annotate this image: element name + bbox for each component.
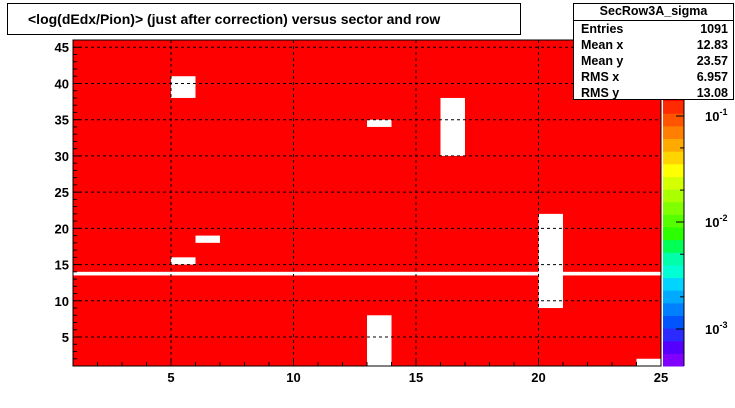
stats-row-mean-y: Mean y 23.57 [574, 53, 733, 69]
x-tick-label: 20 [531, 370, 545, 385]
stats-row-rms-y: RMS y 13.08 [574, 85, 733, 101]
stats-value: 23.57 [696, 54, 728, 68]
x-tick-label: 25 [654, 370, 668, 385]
grid-lines [73, 40, 661, 366]
palette-swatch [663, 340, 684, 354]
empty-cell [195, 235, 220, 243]
palette-swatch [663, 113, 684, 127]
palette-label: 10-2 [705, 213, 727, 230]
stats-row-entries: Entries 1091 [574, 21, 733, 37]
palette-label: 10-3 [705, 320, 727, 337]
stats-label: RMS y [581, 86, 620, 100]
palette-swatch [663, 201, 684, 215]
empty-cell [171, 76, 196, 98]
palette-swatch [663, 125, 684, 140]
axes: 5 10 15 20 25 30 35 40 45 5 10 15 20 25 [55, 39, 668, 385]
stats-label: RMS x [581, 70, 620, 84]
empty-cell [367, 315, 392, 366]
y-tick-label: 5 [62, 330, 69, 345]
y-tick-label: 30 [55, 149, 69, 164]
y-tick-label: 15 [55, 258, 69, 273]
stats-label: Mean y [581, 54, 624, 68]
empty-cell [636, 358, 661, 366]
palette-swatch [663, 353, 684, 367]
palette-swatch [663, 176, 684, 190]
empty-cell [73, 271, 661, 276]
palette-swatch [663, 264, 684, 279]
stats-row-mean-x: Mean x 12.83 [574, 37, 733, 53]
stats-name: SecRow3A_sigma [574, 4, 733, 21]
stats-value: 6.957 [696, 70, 728, 84]
empty-cells [73, 76, 661, 366]
chart-title-box: <log(dEdx/Pion)> (just after correction)… [7, 3, 521, 35]
palette-swatch [663, 302, 684, 316]
stats-value: 13.08 [696, 86, 728, 100]
stats-value: 12.83 [696, 38, 728, 52]
palette-swatch [663, 328, 684, 342]
stats-label: Entries [581, 22, 624, 36]
empty-cell [171, 257, 196, 265]
color-palette: 10-1 10-2 10-3 [663, 88, 727, 367]
y-tick-label: 40 [55, 76, 69, 91]
palette-swatch [663, 239, 684, 253]
stats-row-rms-x: RMS x 6.957 [574, 69, 733, 85]
palette-swatch [663, 214, 684, 228]
stats-value: 1091 [700, 22, 728, 36]
x-tick-label: 10 [286, 370, 300, 385]
y-tick-label: 10 [55, 294, 69, 309]
empty-cell [440, 97, 465, 156]
palette-swatch [663, 138, 684, 152]
palette-swatch [663, 163, 684, 177]
palette-swatch [663, 290, 684, 304]
y-tick-label: 35 [55, 113, 69, 128]
x-tick-label: 15 [409, 370, 423, 385]
palette-swatch [663, 252, 684, 266]
palette-swatch [663, 189, 684, 203]
palette-swatch [663, 277, 684, 291]
palette-swatch [663, 315, 684, 329]
palette-swatch [663, 151, 684, 165]
empty-cell [367, 119, 392, 127]
stats-label: Mean x [581, 38, 624, 52]
y-tick-label: 25 [55, 185, 69, 200]
palette-swatch [663, 100, 684, 114]
chart-title: <log(dEdx/Pion)> (just after correction)… [28, 11, 441, 27]
stats-box: SecRow3A_sigma Entries 1091 Mean x 12.83… [573, 3, 734, 100]
x-tick-label: 5 [167, 370, 174, 385]
y-tick-label: 20 [55, 221, 69, 236]
empty-cell [538, 213, 563, 309]
palette-label: 10-1 [705, 107, 727, 124]
palette-swatch [663, 227, 684, 241]
y-tick-label: 45 [55, 40, 69, 55]
